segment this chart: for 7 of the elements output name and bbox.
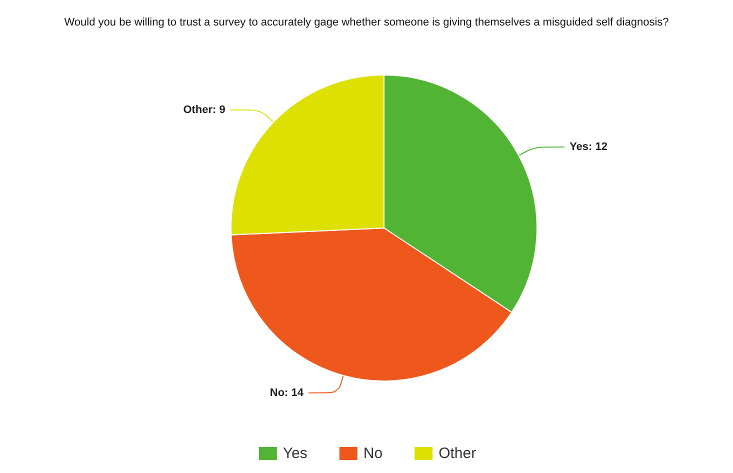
data-label: No: 14 bbox=[270, 386, 304, 399]
data-label: Yes: 12 bbox=[570, 140, 608, 153]
legend-label: Other bbox=[438, 445, 476, 462]
data-label: Other: 9 bbox=[183, 104, 226, 116]
legend-label: Yes bbox=[282, 445, 308, 462]
legend-label: No bbox=[363, 445, 383, 462]
chart-title: Would you be willing to trust a survey to accurately gage whether someone is giving themselves a misguided self diagnosis? bbox=[64, 16, 669, 28]
